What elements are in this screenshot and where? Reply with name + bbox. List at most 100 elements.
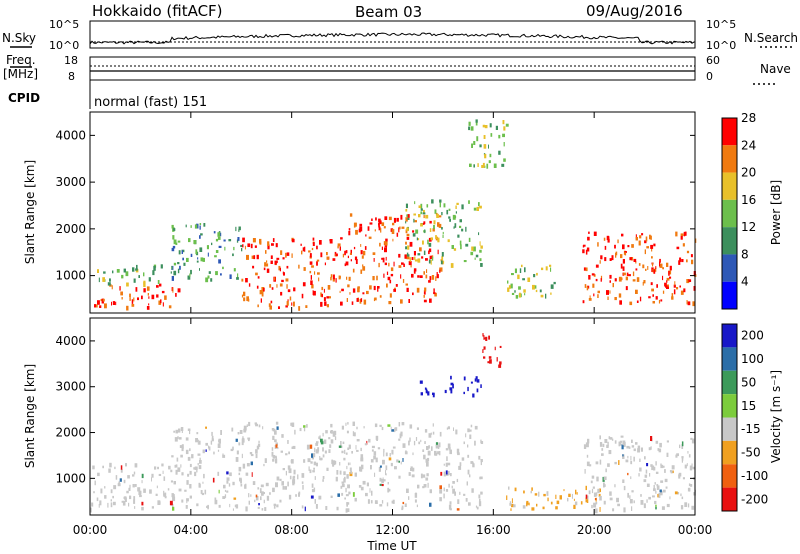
scatter-cell: [526, 500, 529, 505]
scatter-cell: [666, 262, 669, 267]
scatter-cell: [353, 432, 356, 437]
scatter-cell: [445, 462, 448, 467]
scatter-cell: [259, 290, 263, 295]
scatter-cell: [591, 273, 595, 276]
scatter-cell: [599, 459, 602, 465]
scatter-cell: [282, 257, 285, 260]
scatter-cell: [198, 440, 201, 445]
scatter-cell: [584, 469, 586, 474]
scatter-cell: [408, 440, 410, 446]
scatter-cell: [603, 476, 607, 480]
scatter-cell: [652, 294, 654, 297]
scatter-cell: [448, 216, 451, 219]
scatter-cell: [636, 300, 639, 303]
scatter-cell: [662, 275, 664, 281]
scatter-cell: [398, 475, 401, 479]
scatter-cell: [628, 274, 631, 277]
scatter-cell: [350, 259, 352, 262]
scatter-cell: [241, 453, 243, 459]
scatter-cell: [242, 463, 246, 469]
scatter-cell: [645, 236, 648, 242]
scatter-cell: [675, 231, 678, 237]
scatter-cell: [604, 439, 608, 443]
scatter-cell: [379, 465, 382, 468]
scatter-cell: [406, 254, 410, 260]
scatter-cell: [143, 272, 145, 277]
scatter-cell: [450, 375, 452, 380]
y-tick-label: 2000: [55, 222, 86, 236]
scatter-cell: [151, 506, 154, 509]
scatter-cell: [448, 444, 451, 449]
scatter-cell: [407, 245, 410, 250]
scatter-cell: [372, 252, 376, 255]
scatter-cell: [568, 493, 571, 497]
scatter-cell: [313, 487, 316, 492]
scatter-cell: [402, 458, 404, 462]
scatter-cell: [359, 468, 363, 472]
scatter-cell: [248, 493, 250, 498]
scatter-cell: [415, 492, 417, 497]
scatter-cell: [172, 504, 174, 509]
scatter-cell: [360, 269, 363, 274]
scatter-cell: [103, 271, 106, 274]
scatter-cell: [291, 446, 294, 449]
scatter-cell: [656, 284, 658, 288]
scatter-cell: [154, 466, 157, 470]
scatter-cell: [207, 504, 209, 510]
scatter-cell: [354, 497, 357, 502]
scatter-cell: [306, 444, 310, 450]
scatter-cell: [252, 238, 256, 243]
scatter-cell: [589, 295, 591, 301]
scatter-cell: [411, 257, 414, 260]
scatter-cell: [378, 225, 380, 228]
scatter-cell: [404, 503, 407, 507]
scatter-cell: [416, 504, 418, 508]
scatter-cell: [666, 503, 670, 508]
scatter-cell: [556, 500, 560, 505]
scatter-cell: [406, 227, 409, 232]
scatter-cell: [204, 489, 207, 495]
scatter-cell: [177, 262, 180, 265]
scatter-cell: [438, 451, 441, 456]
scatter-cell: [630, 476, 632, 480]
scatter-cell: [392, 238, 394, 242]
colorbar-frame: [721, 323, 738, 512]
scatter-cell: [413, 440, 416, 446]
scatter-cell: [348, 228, 351, 231]
scatter-cell: [424, 429, 428, 433]
scatter-cell: [467, 386, 469, 392]
scatter-cell: [341, 288, 344, 292]
scatter-cell: [121, 297, 123, 300]
scatter-cell: [349, 252, 352, 255]
colorbar-tick-label: 15: [741, 399, 756, 413]
scatter-cell: [190, 269, 192, 275]
scatter-cell: [320, 457, 322, 461]
scatter-cell: [258, 440, 260, 444]
scatter-cell: [151, 294, 155, 300]
scatter-cell: [138, 275, 140, 278]
scatter-cell: [657, 485, 660, 490]
scatter-cell: [631, 490, 634, 493]
scatter-cell: [470, 381, 473, 384]
scatter-cell: [278, 306, 280, 309]
scatter-cell: [409, 241, 413, 247]
scatter-cell: [172, 506, 175, 511]
scatter-cell: [457, 234, 460, 238]
scatter-cell: [181, 499, 184, 503]
scatter-cell: [629, 495, 631, 499]
scatter-cell: [638, 263, 641, 266]
scatter-cell: [238, 472, 241, 476]
scatter-cell: [336, 470, 339, 475]
scatter-cell: [541, 267, 544, 271]
scatter-cell: [419, 247, 422, 252]
scatter-cell: [96, 304, 98, 308]
scatter-cell: [218, 439, 220, 443]
scatter-cell: [518, 286, 521, 290]
scatter-cell: [301, 473, 305, 478]
scatter-cell: [406, 214, 408, 217]
scatter-cell: [413, 269, 416, 274]
scatter-cell: [315, 504, 318, 509]
scatter-cell: [688, 279, 692, 282]
scatter-cell: [205, 442, 208, 446]
